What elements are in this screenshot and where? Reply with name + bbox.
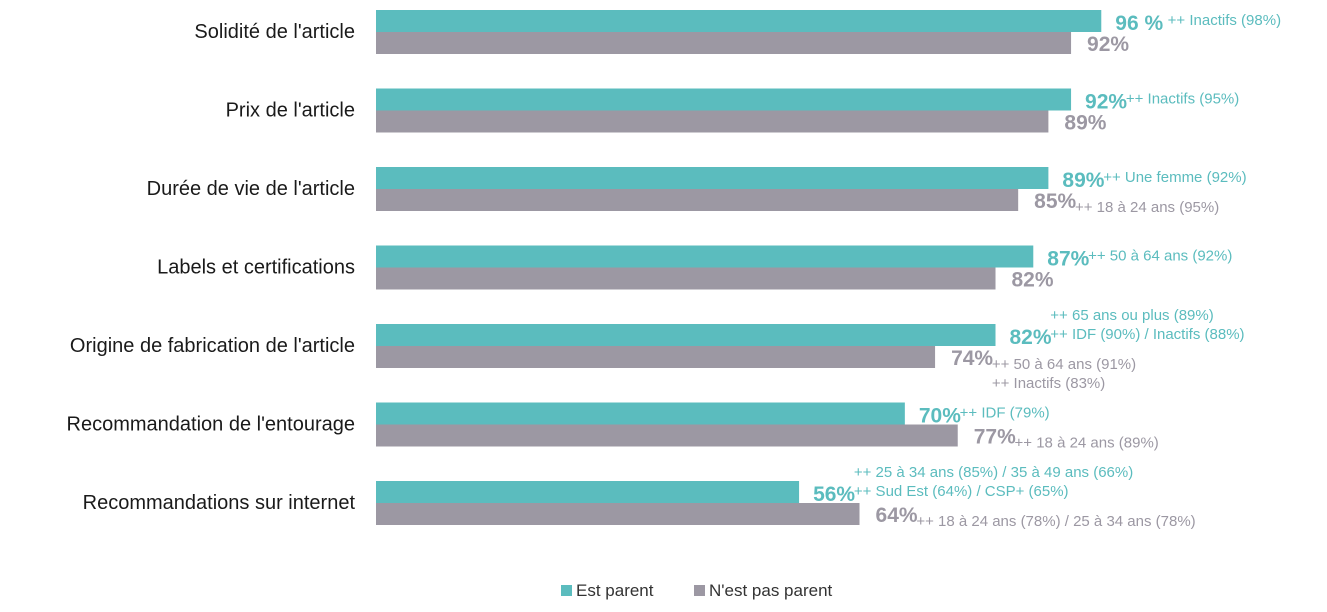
bar-nest-pas-parent [376,110,1049,133]
legend: Est parent N'est pas parent [561,581,833,600]
category-label: Prix de l'article [226,100,355,122]
bar-est-parent [376,88,1072,111]
bar-est-parent [376,245,1034,268]
category-label: Solidité de l'article [194,21,355,43]
annotation: ++ 25 à 34 ans (85%) / 35 à 49 ans (66%)… [854,464,1133,500]
category-label: Labels et certifications [157,257,355,279]
annotation: ++ 50 à 64 ans (91%) ++ Inactifs (83%) [992,356,1136,392]
category-label: Recommandation de l'entourage [67,414,355,436]
bar-nest-pas-parent [376,424,958,447]
annotation: ++ 18 à 24 ans (95%) [1075,199,1219,216]
legend-label: Est parent [576,581,654,600]
annotation-line: ++ IDF (90%) / Inactifs (88%) [1050,326,1244,343]
data-label: 89% [1062,169,1104,192]
data-label: 85% [1034,190,1076,213]
data-label: 96 % [1115,12,1163,35]
annotation: ++ IDF (79%) [960,405,1050,422]
bar-nest-pas-parent [376,346,936,368]
annotation: ++ 65 ans ou plus (89%) ++ IDF (90%) / In… [1050,307,1244,343]
annotation-line: ++ 65 ans ou plus (89%) [1050,307,1213,324]
data-label: 77% [974,426,1016,449]
category-group: Recommandation de l'entourage 70% 77% [67,402,1016,449]
bar-est-parent [376,10,1102,32]
annotation-line: ++ Inactifs (98%) [1168,12,1281,29]
data-label: 70% [919,405,961,428]
bar-nest-pas-parent [376,189,1019,211]
annotation-line: ++ 18 à 24 ans (95%) [1075,199,1219,216]
bar-est-parent [376,324,996,346]
data-label: 56% [813,483,855,506]
data-label: 82% [1012,269,1054,292]
annotation-line: ++ IDF (79%) [960,405,1050,422]
category-group: Prix de l'article 92%89% [226,88,1127,135]
annotation-line: ++ 18 à 24 ans (89%) [1015,435,1159,452]
bar-est-parent [376,167,1049,189]
annotation: ++ Inactifs (98%) [1168,12,1281,29]
annotation-line: ++ Inactifs (83%) [992,375,1105,392]
category-group: Solidité de l'article 96 %92% [194,10,1163,56]
data-label: 92% [1085,91,1127,114]
category-label: Recommandations sur internet [83,492,356,514]
data-label: 74% [951,347,993,370]
annotation-line: ++ 18 à 24 ans (78%) / 25 à 34 ans (78%) [916,513,1195,530]
category-group: Origine de fabrication de l'article 82% 74… [70,324,1052,370]
plot-area: Solidité de l'article 96 %92%Prix de l'ar… [67,10,1281,530]
data-label: 87% [1047,248,1089,271]
bar-nest-pas-parent [376,32,1072,54]
annotation: ++ 18 à 24 ans (89%) [1015,435,1159,452]
category-group: Durée de vie de l'article 89%85% [147,167,1105,213]
category-group: Labels et certifications 87%82% [157,245,1090,292]
annotation-line: ++ 25 à 34 ans (85%) / 35 à 49 ans (66%) [854,464,1133,481]
annotation: ++ Une femme (92%) [1103,169,1246,186]
annotation-line: ++ Sud Est (64%) / CSP+ (65%) [854,483,1069,500]
annotation-line: ++ Inactifs (95%) [1126,91,1239,108]
legend-swatch [561,585,572,596]
annotation-line: ++ Une femme (92%) [1103,169,1246,186]
category-group: Recommandations sur internet 56% 64% [83,481,918,527]
data-label: 92% [1087,33,1129,56]
legend-label: N'est pas parent [709,581,833,600]
category-label: Origine de fabrication de l'article [70,335,355,357]
annotation: ++ 18 à 24 ans (78%) / 25 à 34 ans (78%) [916,513,1195,530]
annotation-line: ++ 50 à 64 ans (91%) [992,356,1136,373]
annotation-line: ++ 50 à 64 ans (92%) [1088,248,1232,265]
bar-est-parent [376,481,800,503]
bar-est-parent [376,402,905,425]
annotation: ++ 50 à 64 ans (92%) [1088,248,1232,265]
category-label: Durée de vie de l'article [147,178,355,200]
data-label: 89% [1064,112,1106,135]
data-label: 82% [1010,326,1052,349]
legend-swatch [694,585,705,596]
annotation: ++ Inactifs (95%) [1126,91,1239,108]
bar-nest-pas-parent [376,267,996,290]
bar-nest-pas-parent [376,503,860,525]
data-label: 64% [876,504,918,527]
